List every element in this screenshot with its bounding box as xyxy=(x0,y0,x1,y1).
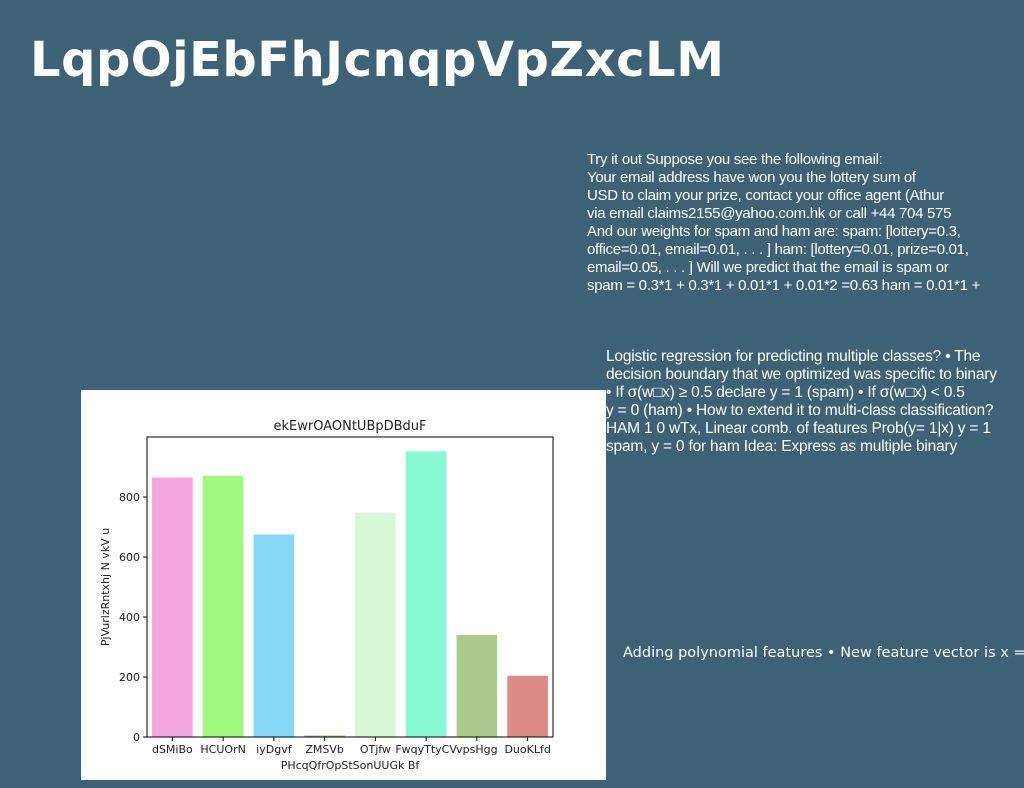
y-tick-label: 0 xyxy=(133,731,140,744)
bar-DuoKLfd xyxy=(507,675,548,737)
bar-HCUOrN xyxy=(202,476,244,737)
text-line: spam = 0.3*1 + 0.3*1 + 0.01*1 + 0.01*2 =… xyxy=(587,277,981,294)
y-tick-label: 800 xyxy=(119,491,140,504)
text-line: via email claims2155@yahoo.com.hk or cal… xyxy=(587,205,952,222)
x-tick-label: ZMSVb xyxy=(305,743,344,756)
text-line: Try it out Suppose you see the following… xyxy=(587,151,883,168)
y-tick-label: 600 xyxy=(119,551,140,564)
text-line: HAM 1 0 wTx, Linear comb. of features Pr… xyxy=(606,420,991,437)
y-axis-label: PjVurlzRntxhj N vkV u xyxy=(99,528,112,646)
logistic-regression-text: Logistic regression for predicting multi… xyxy=(606,348,997,456)
bar-OTjfw xyxy=(355,512,396,737)
plot-frame xyxy=(146,436,554,738)
text-line: email=0.05, . . . ] Will we predict that… xyxy=(587,259,949,276)
bar-dSMiBo xyxy=(152,477,193,737)
text-line: • If σ(w□x) ≥ 0.5 declare y = 1 (spam) •… xyxy=(606,384,965,401)
chart-title: ekEwrOAONtUBpDBduF xyxy=(273,419,426,434)
text-line: decision boundary that we optimized was … xyxy=(606,366,997,383)
text-line: office=0.01, email=0.01, . . . ] ham: [l… xyxy=(587,241,969,258)
bar-chart-panel: 0 200 400 600 800 dSMiBo HCUOrN iyDgvf ZMSVb OTjf… xyxy=(81,390,606,780)
polynomial-features-text: Adding polynomial features • New feature… xyxy=(623,645,1024,661)
text-line: And our weights for spam and ham are: sp… xyxy=(587,223,961,240)
bar-FwqyTtyCV xyxy=(405,451,447,737)
x-tick-label: DuoKLfd xyxy=(504,743,550,756)
bar-iyDgvf xyxy=(253,534,295,737)
x-tick-label: OTjfw xyxy=(360,743,391,756)
x-tick-label: FwqyTtyCV xyxy=(395,743,457,756)
bar-vpsHgg xyxy=(456,635,498,737)
email-example-text: Try it out Suppose you see the following… xyxy=(587,151,980,295)
x-tick-label: HCUOrN xyxy=(200,743,245,756)
text-line: Your email address have won you the lott… xyxy=(587,169,916,186)
y-tick-label: 200 xyxy=(119,671,140,684)
slide-title: LqpOjEbFhJcnqpVpZxcLM xyxy=(30,32,725,88)
text-line: y = 0 (ham) • How to extend it to multi-… xyxy=(606,402,994,419)
y-tick-label: 400 xyxy=(119,611,140,624)
x-tick-label: vpsHgg xyxy=(456,743,497,756)
x-tick-label: iyDgvf xyxy=(256,743,293,756)
bar-ZMSVb xyxy=(304,735,345,737)
text-line: Logistic regression for predicting multi… xyxy=(606,348,981,365)
text-line: spam, y = 0 for ham Idea: Express as mul… xyxy=(606,438,957,455)
x-axis-label: PHcqQfrOpStSonUUGk Bf xyxy=(281,759,421,772)
x-tick-label: dSMiBo xyxy=(152,743,193,756)
bar-chart: 0 200 400 600 800 dSMiBo HCUOrN iyDgvf ZMSVb OTjf… xyxy=(99,419,554,772)
text-line: USD to claim your prize, contact your of… xyxy=(587,187,944,204)
